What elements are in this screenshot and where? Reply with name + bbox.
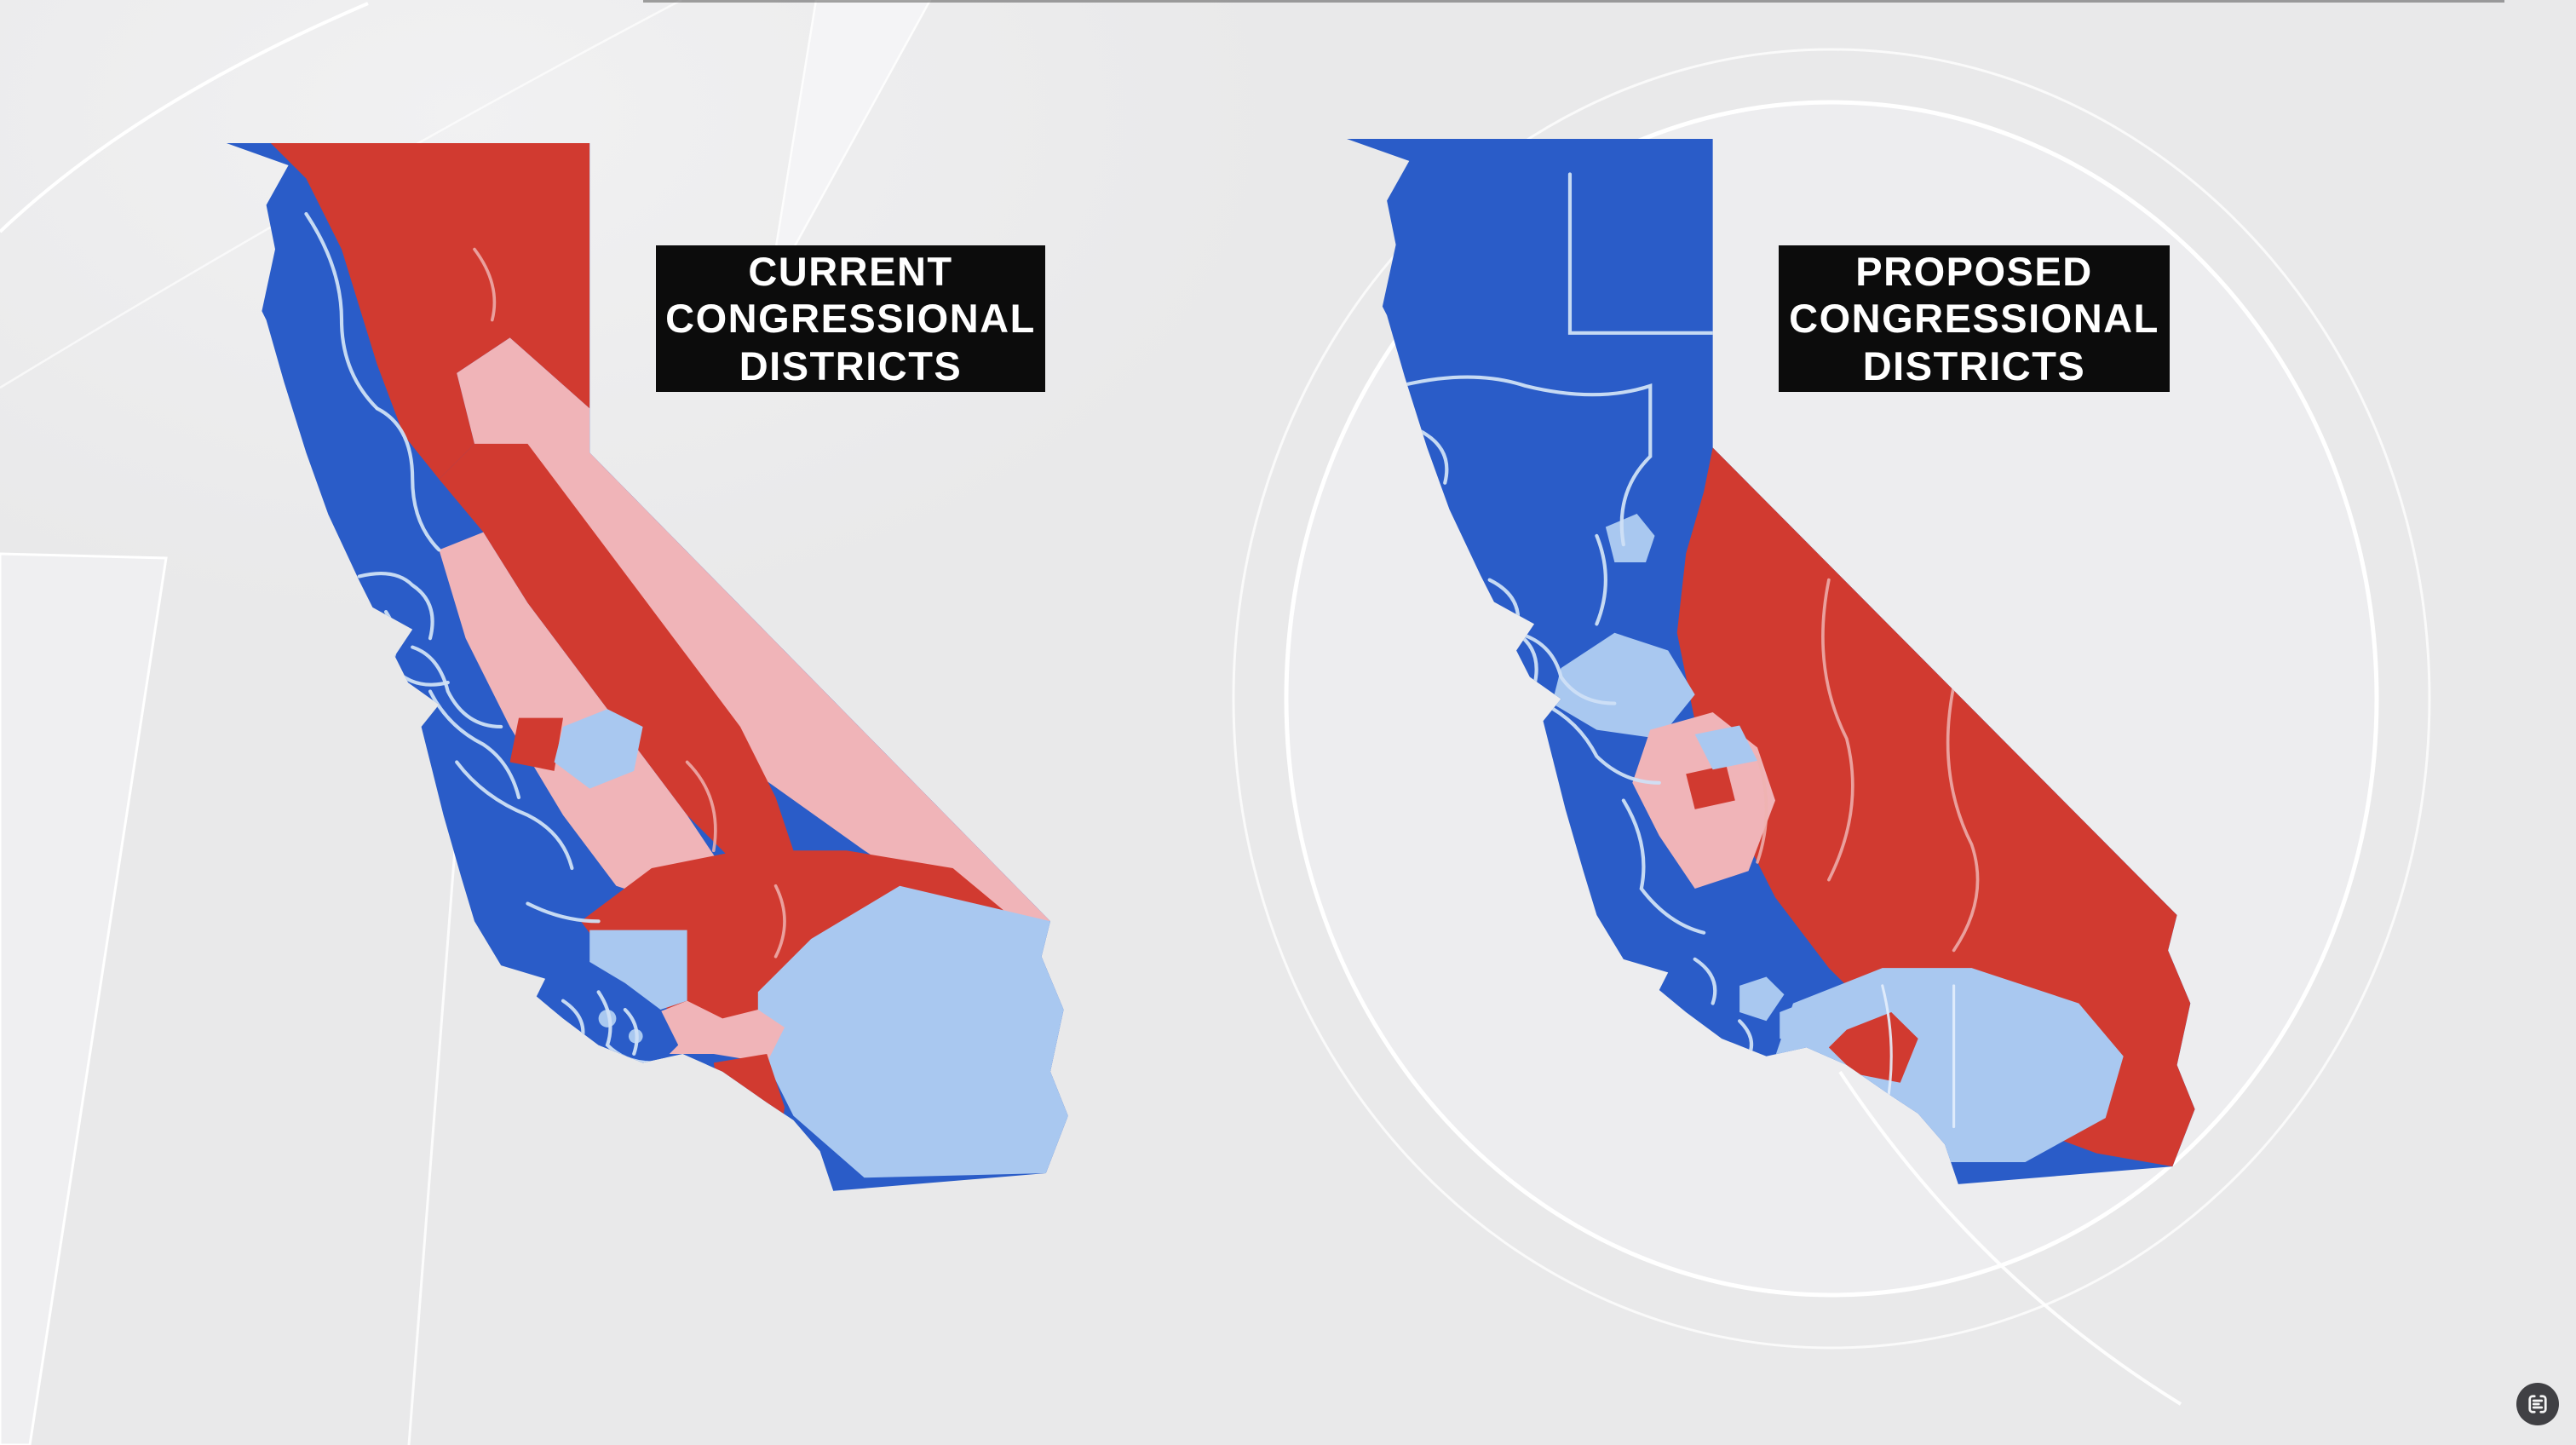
current-districts-title-text: CURRENT CONGRESSIONAL DISTRICTS [665, 248, 1036, 389]
district-area-lean-republican-band [457, 337, 1050, 948]
district-area-republican-san-diego-east [704, 1053, 785, 1178]
district-boundary-line [357, 571, 434, 641]
district-boundary-line [375, 406, 441, 552]
district-area-republican-east [1676, 447, 2195, 1167]
district-boundary-line [473, 247, 497, 322]
california-map-proposed-districts [1346, 139, 2195, 1184]
district-boundary-line [428, 689, 521, 800]
watermark-bottom-arc [1838, 1070, 2182, 1406]
district-boundary-line [685, 760, 717, 853]
district-area-lean-democratic-la-patch [1739, 976, 1785, 1022]
watermark-numeral-zero-outer [1232, 48, 2431, 1350]
district-area-democratic-san-diego [669, 1062, 723, 1178]
district-boundary-line [526, 901, 601, 924]
district-boundary-line [1398, 375, 1653, 547]
district-boundary-line [1595, 533, 1607, 626]
watermark-top-arc-1 [0, 2, 369, 233]
district-area-lean-republican-valley [439, 532, 723, 904]
district-boundary-line [455, 760, 574, 871]
district-boundary-line [1541, 701, 1661, 785]
district-area-lean-democratic-la-patch [1780, 1003, 1820, 1044]
district-boundary-line [1756, 754, 1768, 864]
watermark-numeral-one [0, 552, 168, 1445]
district-area-lean-democratic-southeast [757, 885, 1068, 1178]
district-area-republican-notch [509, 717, 563, 771]
district-area-lean-democratic-fresno [554, 709, 643, 789]
district-area-republican-sliver [1686, 765, 1735, 809]
current-districts-title: CURRENT CONGRESSIONAL DISTRICTS [656, 245, 1045, 392]
district-area-lean-democratic-fresno-city [1694, 725, 1758, 770]
district-boundary-line [1821, 578, 1854, 882]
district-boundary-line [411, 645, 503, 729]
district-area-republican-orange-county [1828, 1011, 1918, 1083]
district-boundary-line [1946, 684, 1980, 953]
district-boundary-line [1514, 630, 1617, 705]
district-boundary-line [623, 1007, 639, 1056]
proposed-districts-title: PROPOSED CONGRESSIONAL DISTRICTS [1779, 245, 2170, 392]
district-boundary-line [1693, 957, 1717, 1005]
district-area-republican-north [270, 143, 590, 480]
district-boundary-line [304, 211, 379, 411]
district-area-lean-democratic-merced [1552, 632, 1695, 739]
top-divider-rule [643, 0, 2504, 3]
district-boundary-line [1621, 798, 1706, 935]
summarize-overlay-button[interactable] [2516, 1383, 2559, 1425]
proposed-districts-title-text: PROPOSED CONGRESSIONAL DISTRICTS [1789, 248, 2159, 389]
district-boundary-line [1416, 428, 1449, 485]
district-area-lean-republican-orange-county [642, 1000, 785, 1063]
district-boundary-line [773, 884, 786, 959]
summarize-text-icon [2528, 1395, 2547, 1413]
watermark-wedge [767, 0, 932, 295]
california-map-current-districts [226, 143, 1068, 1191]
district-area-republican-sierra [439, 443, 794, 869]
district-area-lean-democratic-sacramento [1605, 514, 1655, 562]
district-boundary-line [1567, 172, 1715, 335]
